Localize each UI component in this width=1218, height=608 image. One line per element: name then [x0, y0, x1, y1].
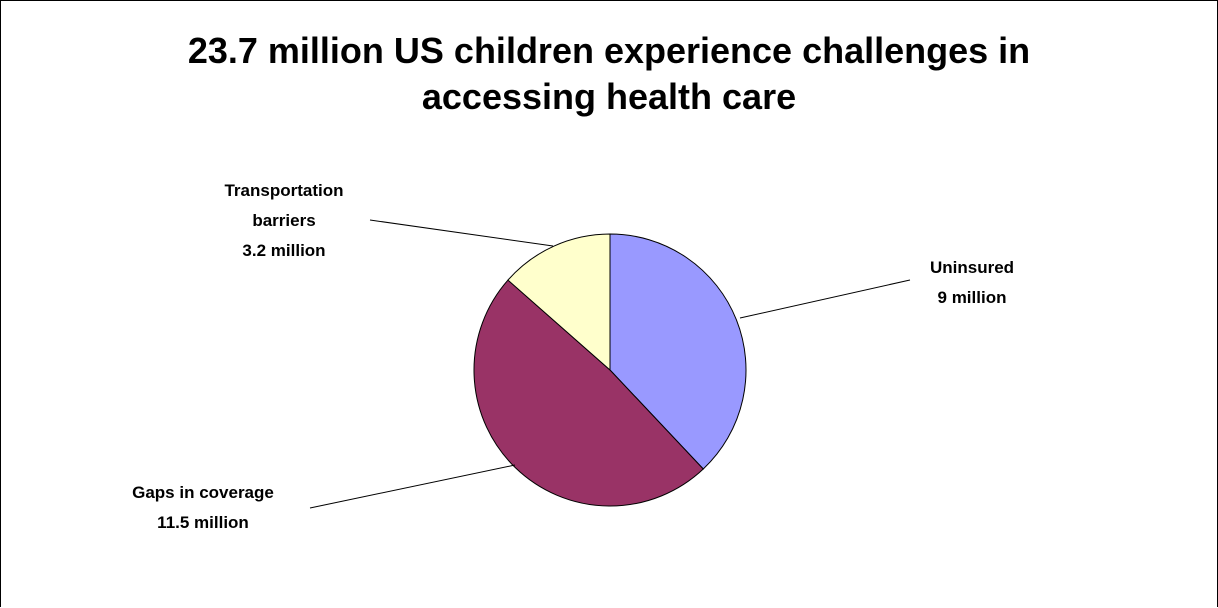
pie-slice-gaps-in-coverage [473, 279, 704, 507]
slice-labels: Uninsured 9 million Gaps in coverage 11.… [132, 181, 1014, 532]
leader-line-uninsured [739, 279, 911, 319]
leader-line-gaps-in-coverage [309, 464, 516, 509]
pie-slice-uninsured [609, 233, 747, 470]
label-transportation-barriers-name-1: Transportation [224, 181, 343, 200]
label-uninsured-name: Uninsured [930, 258, 1014, 277]
label-uninsured-value: 9 million [938, 288, 1007, 307]
label-gaps-in-coverage-value: 11.5 million [157, 513, 249, 532]
chart-title: 23.7 million US children experience chal… [0, 28, 1218, 120]
label-transportation-barriers-name-2: barriers [252, 211, 315, 230]
label-gaps-in-coverage-name: Gaps in coverage [132, 483, 274, 502]
label-transportation-barriers-value: 3.2 million [242, 241, 325, 260]
pie-slice-transportation-barriers [507, 233, 611, 372]
leader-lines [309, 219, 911, 509]
pie-slices [473, 233, 747, 507]
chart-title-line-2: accessing health care [421, 76, 797, 117]
leader-line-transportation-barriers [369, 219, 554, 247]
chart-title-line-1: 23.7 million US children experience chal… [187, 30, 1031, 71]
